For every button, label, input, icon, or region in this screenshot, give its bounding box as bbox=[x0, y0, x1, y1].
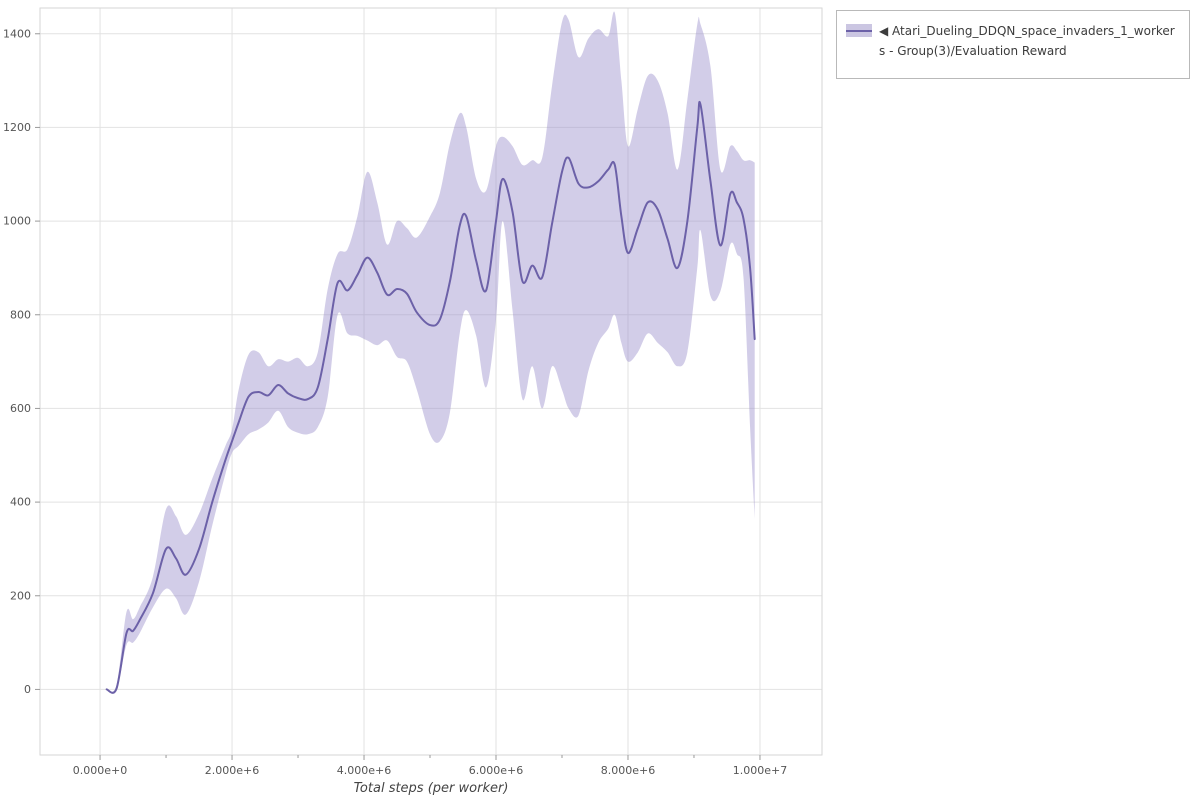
y-tick-label: 1000 bbox=[3, 215, 31, 228]
y-tick-label: 0 bbox=[24, 683, 31, 696]
x-tick-label: 4.000e+6 bbox=[337, 764, 391, 777]
x-tick-label: 8.000e+6 bbox=[601, 764, 655, 777]
x-tick-label: 1.000e+7 bbox=[733, 764, 787, 777]
plot-area[interactable]: 0.000e+0 2.000e+6 4.000e+6 6.000e+6 8.000e+6… bbox=[0, 0, 830, 800]
legend-label: ◀ Atari_Dueling_DDQN_space_invaders_1_wo… bbox=[879, 24, 1175, 58]
y-tick-label: 1400 bbox=[3, 27, 31, 40]
y-tick-label: 400 bbox=[10, 496, 31, 509]
reward-line bbox=[105, 100, 756, 694]
y-tick-label: 200 bbox=[10, 589, 31, 602]
y-tick-label: 1200 bbox=[3, 121, 31, 134]
y-tick-label: 800 bbox=[10, 308, 31, 321]
legend[interactable]: ◀ Atari_Dueling_DDQN_space_invaders_1_wo… bbox=[836, 10, 1190, 79]
x-axis-title: Total steps (per worker) bbox=[353, 781, 509, 796]
x-tick-label: 0.000e+0 bbox=[73, 764, 127, 777]
confidence-band bbox=[106, 11, 755, 693]
legend-swatch-line bbox=[846, 29, 872, 32]
y-tick-label: 600 bbox=[10, 402, 31, 415]
plot-border bbox=[39, 7, 823, 756]
legend-swatch-band bbox=[846, 24, 872, 37]
x-tick-label: 2.000e+6 bbox=[205, 764, 259, 777]
x-tick-label: 6.000e+6 bbox=[469, 764, 523, 777]
